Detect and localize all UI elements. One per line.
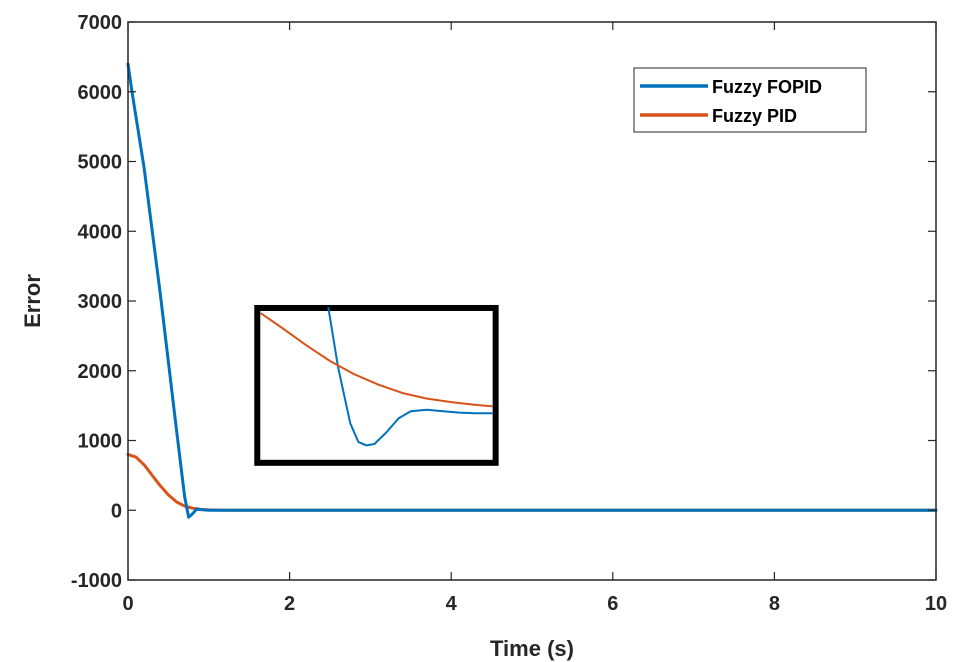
y-axis-label: Error (20, 274, 45, 328)
x-tick-label: 10 (925, 593, 947, 615)
x-tick-label: 8 (769, 593, 780, 615)
x-tick-label: 4 (446, 593, 458, 615)
y-tick-label: 2000 (78, 361, 123, 383)
x-tick-label: 0 (122, 593, 133, 615)
legend-label-fuzzy-fopid: Fuzzy FOPID (712, 77, 822, 97)
y-tick-label: -1000 (71, 570, 122, 592)
series-lines (126, 62, 938, 519)
x-axis-label: Time (s) (490, 636, 574, 661)
y-tick-label: 7000 (78, 12, 123, 34)
y-tick-label: 3000 (78, 291, 123, 313)
y-tick-label: 1000 (78, 431, 123, 453)
inset-line-fuzzy-fopid (327, 307, 493, 447)
legend-label-fuzzy-pid: Fuzzy PID (712, 106, 797, 126)
series-line-fuzzy-fopid (126, 62, 938, 519)
inset-zoom (254, 304, 499, 466)
x-tick-label: 2 (284, 593, 295, 615)
inset-series-group (260, 307, 493, 447)
x-tick-label: 6 (607, 593, 618, 615)
y-tick-label: 6000 (78, 82, 123, 104)
y-tick-label: 4000 (78, 221, 123, 243)
legend: Fuzzy FOPID Fuzzy PID (633, 67, 867, 133)
y-axis-ticks: -1000 0 1000 2000 3000 4000 5000 6000 7000 (71, 12, 936, 592)
x-axis-ticks: 0 2 4 6 8 10 (122, 22, 947, 615)
legend-box (633, 67, 867, 133)
y-tick-label: 0 (111, 500, 122, 522)
inset-line-fuzzy-pid (260, 312, 493, 408)
y-tick-label: 5000 (78, 152, 123, 174)
inset-zoom-box (254, 304, 499, 466)
